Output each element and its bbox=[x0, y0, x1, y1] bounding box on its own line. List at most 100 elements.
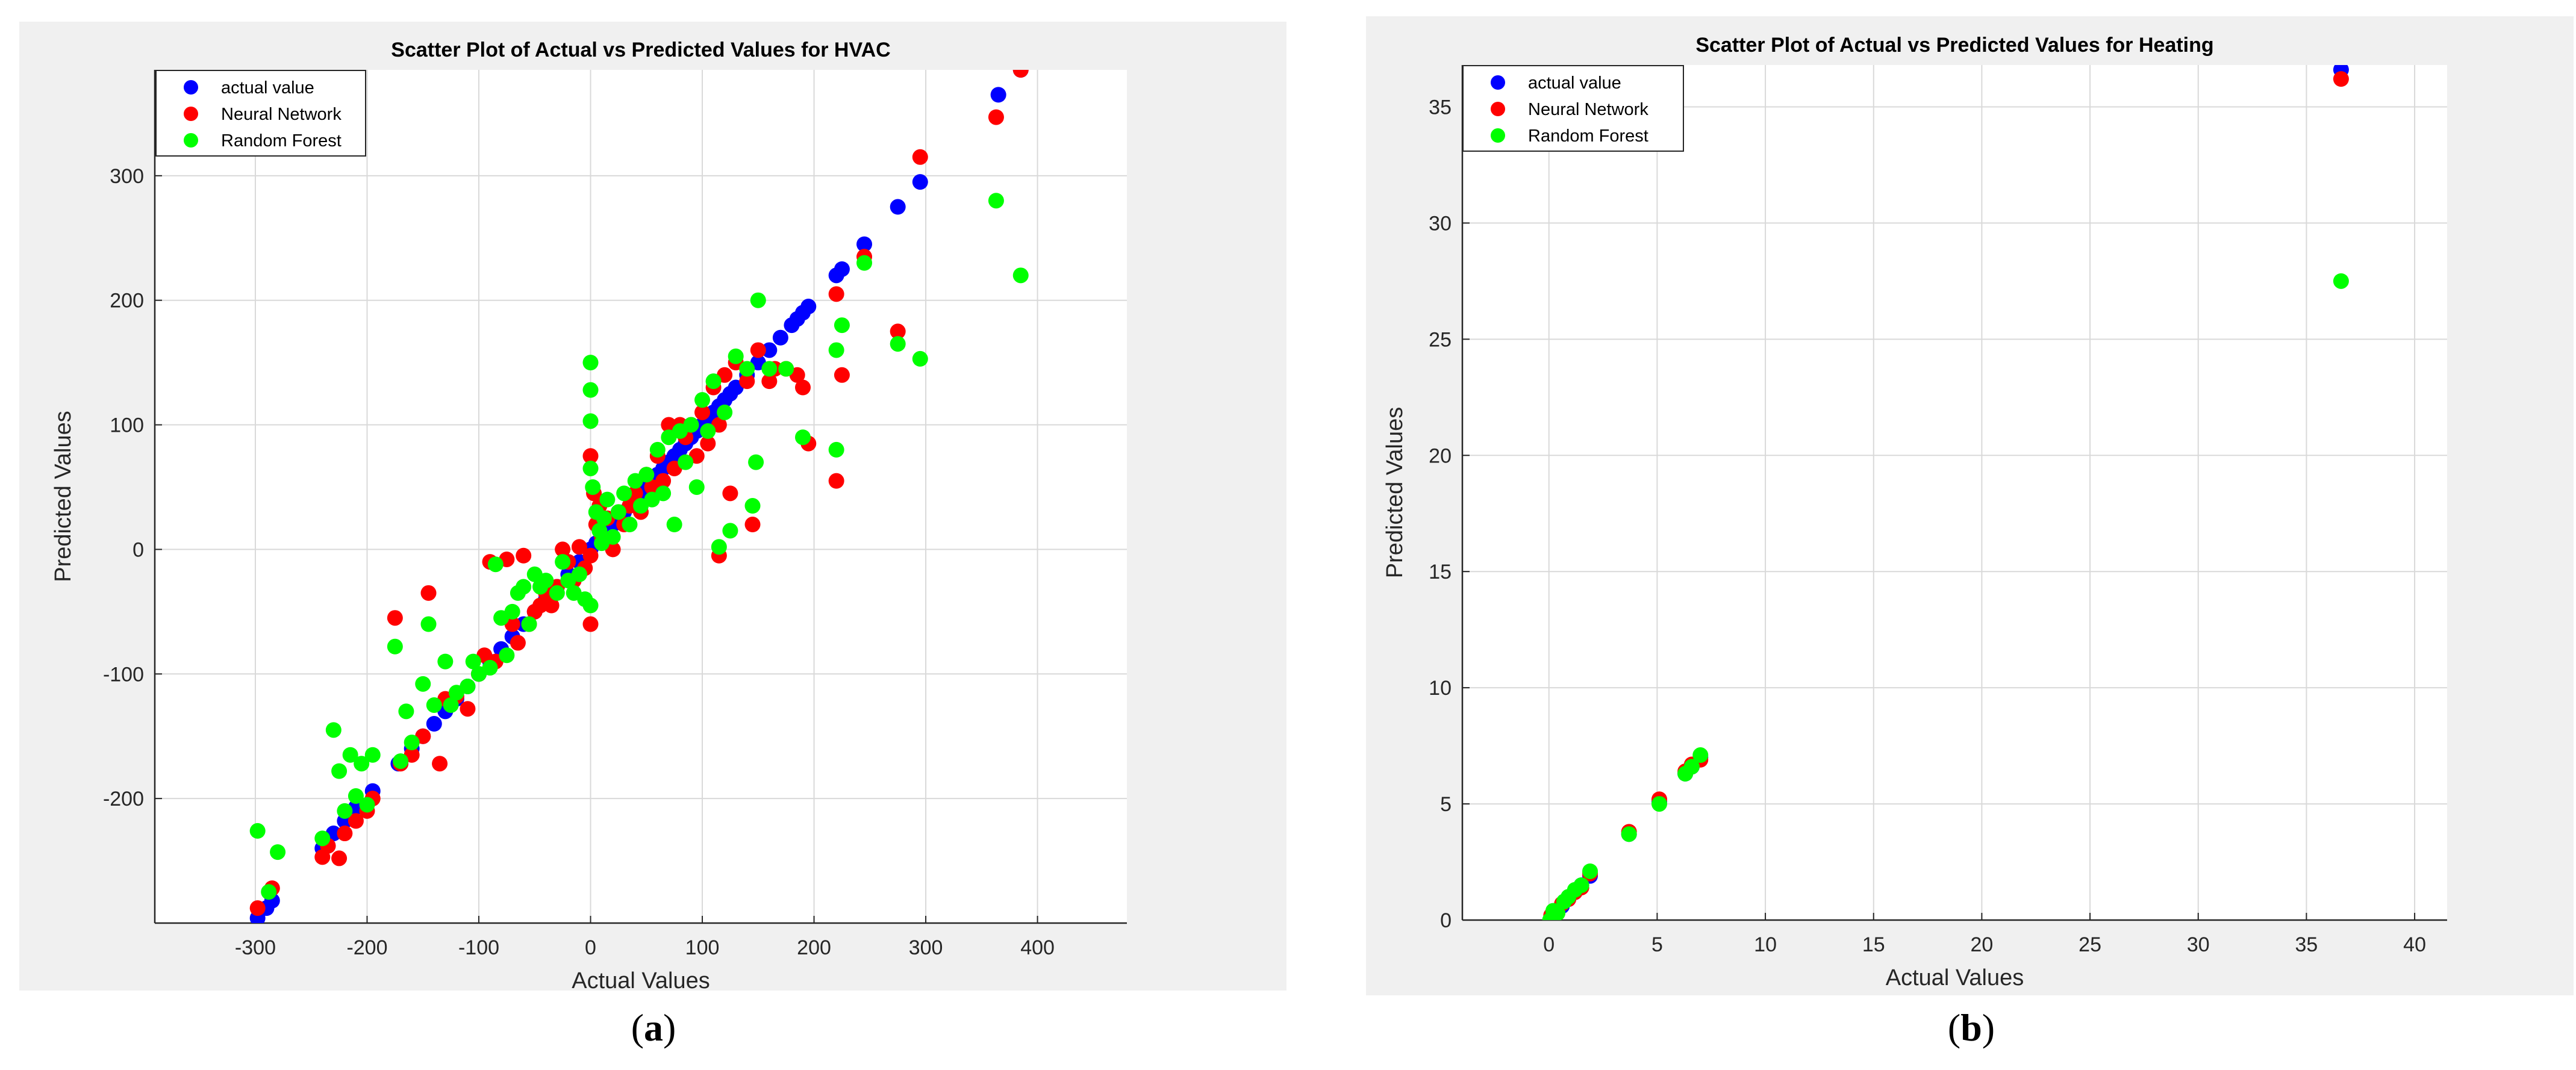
x-tick-label: 100 bbox=[685, 936, 720, 959]
data-point bbox=[990, 87, 1006, 103]
data-point bbox=[432, 756, 448, 772]
data-point bbox=[261, 884, 277, 900]
data-point bbox=[744, 498, 761, 514]
data-point bbox=[510, 635, 526, 651]
data-point bbox=[337, 826, 353, 842]
data-point bbox=[655, 485, 672, 502]
y-tick-label: 100 bbox=[110, 414, 144, 437]
data-point bbox=[325, 722, 341, 738]
caption-b: (b) bbox=[1947, 1006, 1995, 1049]
data-point bbox=[638, 467, 655, 483]
y-tick-label: 0 bbox=[133, 538, 144, 561]
y-tick-label: 200 bbox=[110, 290, 144, 313]
data-point bbox=[856, 236, 873, 252]
x-tick-label: -300 bbox=[235, 936, 276, 959]
data-point bbox=[538, 573, 554, 589]
data-point bbox=[655, 473, 672, 489]
legend-label: Random Forest bbox=[1528, 126, 1648, 146]
data-point bbox=[460, 678, 476, 694]
x-tick-label: 400 bbox=[1020, 936, 1055, 959]
x-tick-label: 300 bbox=[909, 936, 943, 959]
data-point bbox=[270, 844, 286, 860]
data-point bbox=[599, 491, 616, 508]
data-point bbox=[359, 797, 375, 813]
data-point bbox=[443, 697, 459, 713]
data-point bbox=[582, 460, 599, 476]
data-point bbox=[1651, 796, 1667, 812]
legend-label: Neural Network bbox=[1528, 100, 1648, 119]
data-point bbox=[828, 286, 844, 302]
data-point bbox=[249, 823, 266, 839]
data-point bbox=[499, 647, 515, 664]
data-point bbox=[700, 435, 716, 452]
data-point bbox=[1582, 863, 1598, 879]
data-point bbox=[543, 597, 560, 614]
data-point bbox=[582, 597, 599, 614]
data-point bbox=[739, 361, 755, 377]
data-point bbox=[460, 701, 476, 717]
data-point bbox=[585, 479, 601, 495]
data-point bbox=[249, 900, 266, 916]
data-point bbox=[616, 485, 632, 502]
data-point bbox=[834, 261, 850, 277]
x-tick-label: 5 bbox=[1651, 933, 1663, 956]
data-point bbox=[610, 504, 626, 520]
x-tick-label: 15 bbox=[1862, 933, 1885, 956]
data-point bbox=[1012, 267, 1029, 284]
data-point bbox=[521, 616, 537, 632]
data-point bbox=[795, 429, 811, 446]
y-tick-label: 20 bbox=[1429, 444, 1452, 467]
data-point bbox=[700, 423, 716, 439]
data-point bbox=[717, 404, 733, 420]
tick-labels: -300 -200 -100 0 100 200 300 400 -200 -100 0 100 200… bbox=[103, 165, 1055, 959]
data-point bbox=[387, 638, 403, 655]
data-point bbox=[354, 756, 370, 772]
data-point bbox=[728, 348, 744, 364]
grid bbox=[155, 70, 1127, 923]
x-tick-label: 35 bbox=[2295, 933, 2318, 956]
y-tick-label: -100 bbox=[103, 663, 144, 686]
legend-marker bbox=[184, 80, 198, 95]
x-tick-label: -100 bbox=[458, 936, 499, 959]
series-2 bbox=[249, 193, 1029, 900]
legend-label: Neural Network bbox=[221, 105, 341, 124]
data-point bbox=[694, 392, 711, 408]
data-point bbox=[834, 317, 850, 334]
legend-marker bbox=[1491, 102, 1505, 116]
data-point bbox=[331, 763, 348, 779]
data-point bbox=[800, 299, 817, 315]
data-point bbox=[778, 361, 794, 377]
data-point bbox=[748, 454, 764, 470]
data-point bbox=[622, 517, 638, 533]
data-point bbox=[582, 547, 599, 564]
data-point bbox=[605, 529, 621, 545]
x-tick-label: 20 bbox=[1971, 933, 1994, 956]
data-point bbox=[582, 448, 599, 464]
legend-label: actual value bbox=[1528, 73, 1621, 93]
plot-area bbox=[1462, 65, 2447, 920]
data-point bbox=[828, 441, 844, 458]
data-point bbox=[582, 382, 599, 398]
x-tick-label: 0 bbox=[585, 936, 596, 959]
data-point bbox=[761, 361, 778, 377]
chart-title: Scatter Plot of Actual vs Predicted Valu… bbox=[1695, 34, 2213, 57]
x-axis-label: Actual Values bbox=[572, 968, 710, 991]
data-point bbox=[988, 193, 1004, 209]
data-point bbox=[532, 597, 549, 614]
y-axis-label: Predicted Values bbox=[51, 411, 76, 582]
chart-heating: 0 5 10 15 20 25 30 35 40 0 5 10 15 20 25 30 35 Scatter Pl… bbox=[1382, 34, 2447, 991]
data-point bbox=[1573, 877, 1589, 894]
data-point bbox=[342, 747, 358, 763]
data-point bbox=[649, 441, 666, 458]
data-point bbox=[398, 703, 414, 720]
data-point bbox=[393, 753, 409, 770]
data-point bbox=[795, 379, 811, 396]
data-point bbox=[744, 517, 761, 533]
data-point bbox=[571, 539, 587, 555]
data-point bbox=[516, 547, 532, 564]
data-point bbox=[2333, 273, 2349, 289]
data-point bbox=[1621, 826, 1637, 842]
data-point bbox=[1683, 759, 1700, 775]
data-point bbox=[426, 716, 442, 732]
data-point bbox=[828, 473, 844, 489]
